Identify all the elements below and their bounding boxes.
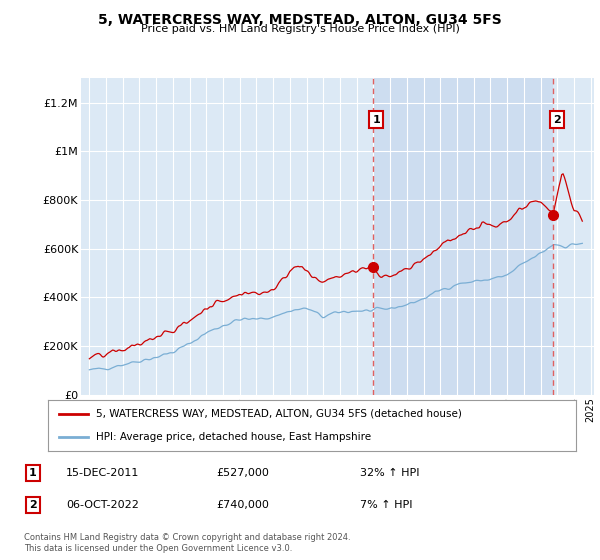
Text: 5, WATERCRESS WAY, MEDSTEAD, ALTON, GU34 5FS: 5, WATERCRESS WAY, MEDSTEAD, ALTON, GU34…: [98, 13, 502, 27]
Text: 2: 2: [553, 115, 560, 125]
Bar: [373, 78, 553, 395]
Text: 1: 1: [29, 468, 37, 478]
Text: 7% ↑ HPI: 7% ↑ HPI: [360, 500, 413, 510]
Text: HPI: Average price, detached house, East Hampshire: HPI: Average price, detached house, East…: [95, 432, 371, 442]
Text: Price paid vs. HM Land Registry's House Price Index (HPI): Price paid vs. HM Land Registry's House …: [140, 24, 460, 34]
Text: 5, WATERCRESS WAY, MEDSTEAD, ALTON, GU34 5FS (detached house): 5, WATERCRESS WAY, MEDSTEAD, ALTON, GU34…: [95, 408, 461, 418]
Text: 1: 1: [372, 115, 380, 125]
Text: 15-DEC-2011: 15-DEC-2011: [66, 468, 139, 478]
Text: £527,000: £527,000: [216, 468, 269, 478]
Text: Contains HM Land Registry data © Crown copyright and database right 2024.
This d: Contains HM Land Registry data © Crown c…: [24, 533, 350, 553]
Text: 32% ↑ HPI: 32% ↑ HPI: [360, 468, 419, 478]
Text: 2: 2: [29, 500, 37, 510]
Text: £740,000: £740,000: [216, 500, 269, 510]
Text: 06-OCT-2022: 06-OCT-2022: [66, 500, 139, 510]
